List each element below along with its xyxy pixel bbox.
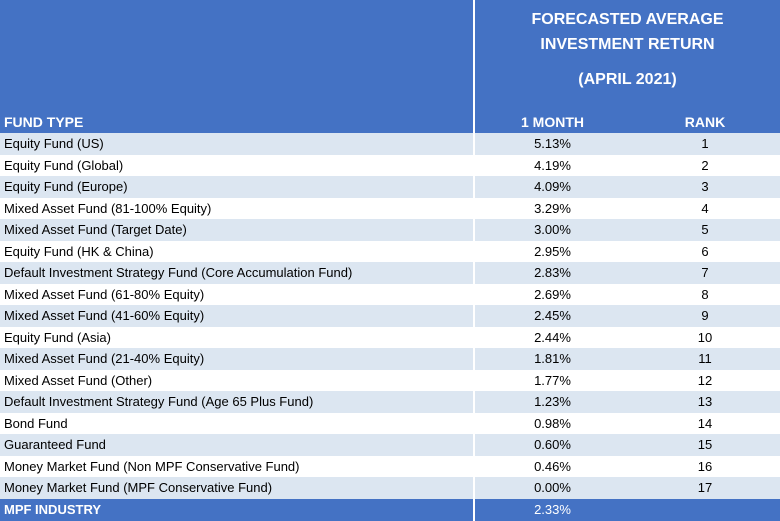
row-divider bbox=[473, 434, 475, 456]
fund-type-cell: Mixed Asset Fund (Other) bbox=[4, 372, 153, 388]
footer-return: 2.33% bbox=[534, 502, 571, 517]
rank-cell: 15 bbox=[697, 437, 713, 452]
row-divider bbox=[473, 219, 475, 241]
row-divider bbox=[473, 369, 475, 391]
rank-cell: 7 bbox=[701, 265, 709, 280]
one-month-return-cell: 0.46% bbox=[534, 458, 571, 474]
column-header-1-month: 1 MONTH bbox=[521, 114, 584, 130]
fund-type-cell: Equity Fund (HK & China) bbox=[4, 243, 154, 259]
row-divider bbox=[473, 348, 475, 370]
fund-type-cell: Bond Fund bbox=[4, 415, 68, 431]
row-divider bbox=[473, 455, 475, 477]
row-divider bbox=[473, 391, 475, 413]
rank-cell: 16 bbox=[697, 458, 713, 474]
rank-cell: 8 bbox=[701, 286, 709, 302]
table-row: Mixed Asset Fund (21-40% Equity) 1.81% 11 bbox=[0, 348, 780, 370]
table-row: Money Market Fund (MPF Conservative Fund… bbox=[0, 477, 780, 499]
table-body: Equity Fund (US) 5.13% 1 Equity Fund (Globa… bbox=[0, 133, 780, 499]
rank-cell: 9 bbox=[701, 308, 709, 323]
rank-cell: 12 bbox=[697, 372, 713, 388]
one-month-return-cell: 1.81% bbox=[534, 351, 571, 366]
fund-type-cell: Default Investment Strategy Fund (Age 65… bbox=[4, 394, 314, 409]
row-divider bbox=[473, 283, 475, 305]
fund-type-cell: Mixed Asset Fund (61-80% Equity) bbox=[4, 286, 205, 302]
one-month-return-cell: 0.98% bbox=[534, 415, 571, 431]
row-divider bbox=[473, 326, 475, 348]
one-month-return-cell: 4.09% bbox=[534, 179, 571, 194]
rank-cell: 6 bbox=[701, 243, 709, 259]
table-row: Mixed Asset Fund (Other) 1.77% 12 bbox=[0, 369, 780, 391]
one-month-return-cell: 1.77% bbox=[534, 372, 571, 388]
table-row: Money Market Fund (Non MPF Conservative … bbox=[0, 455, 780, 477]
table-row: Equity Fund (Asia) 2.44% 10 bbox=[0, 326, 780, 348]
rank-cell: 4 bbox=[701, 200, 709, 216]
row-divider bbox=[473, 412, 475, 434]
one-month-return-cell: 2.44% bbox=[534, 329, 571, 345]
table-row: Mixed Asset Fund (Target Date) 3.00% 5 bbox=[0, 219, 780, 241]
table-row: Mixed Asset Fund (81-100% Equity) 3.29% 4 bbox=[0, 197, 780, 219]
fund-type-cell: Equity Fund (US) bbox=[4, 136, 104, 151]
table-row: Mixed Asset Fund (61-80% Equity) 2.69% 8 bbox=[0, 283, 780, 305]
rank-cell: 10 bbox=[697, 329, 713, 345]
table-row: Guaranteed Fund 0.60% 15 bbox=[0, 434, 780, 456]
table-footer-row: MPF INDUSTRY 2.33% bbox=[0, 499, 780, 521]
row-divider bbox=[473, 176, 475, 198]
table-row: Equity Fund (Global) 4.19% 2 bbox=[0, 154, 780, 176]
one-month-return-cell: 1.23% bbox=[534, 394, 571, 409]
column-header-fund-type: FUND TYPE bbox=[4, 114, 84, 130]
fund-type-cell: Mixed Asset Fund (81-100% Equity) bbox=[4, 200, 212, 216]
header-divider bbox=[473, 0, 475, 133]
one-month-return-cell: 0.00% bbox=[534, 480, 571, 495]
header-title-line-2: INVESTMENT RETURN bbox=[540, 36, 715, 53]
table-row: Mixed Asset Fund (41-60% Equity) 2.45% 9 bbox=[0, 305, 780, 327]
rank-cell: 17 bbox=[697, 480, 713, 495]
header-title-line-3: (APRIL 2021) bbox=[578, 71, 677, 88]
fund-type-cell: Mixed Asset Fund (Target Date) bbox=[4, 222, 187, 237]
table-row: Equity Fund (US) 5.13% 1 bbox=[0, 133, 780, 155]
table-row: Bond Fund 0.98% 14 bbox=[0, 412, 780, 434]
header-title-line-1: FORECASTED AVERAGE bbox=[531, 11, 724, 28]
fund-type-cell: Mixed Asset Fund (41-60% Equity) bbox=[4, 308, 205, 323]
row-divider bbox=[473, 197, 475, 219]
rank-cell: 13 bbox=[697, 394, 713, 409]
fund-type-cell: Guaranteed Fund bbox=[4, 437, 106, 452]
one-month-return-cell: 2.83% bbox=[534, 265, 571, 280]
fund-type-cell: Default Investment Strategy Fund (Core A… bbox=[4, 265, 353, 280]
table-row: Equity Fund (Europe) 4.09% 3 bbox=[0, 176, 780, 198]
fund-type-cell: Equity Fund (Asia) bbox=[4, 329, 111, 345]
fund-type-cell: Money Market Fund (MPF Conservative Fund… bbox=[4, 480, 273, 495]
row-divider bbox=[473, 133, 475, 155]
row-divider bbox=[473, 262, 475, 284]
rank-cell: 2 bbox=[701, 157, 709, 173]
fund-type-cell: Money Market Fund (Non MPF Conservative … bbox=[4, 458, 300, 474]
footer-divider bbox=[473, 499, 475, 521]
row-divider bbox=[473, 154, 475, 176]
table-row: Equity Fund (HK & China) 2.95% 6 bbox=[0, 240, 780, 262]
one-month-return-cell: 3.29% bbox=[534, 200, 571, 216]
footer-label: MPF INDUSTRY bbox=[4, 502, 102, 517]
fund-type-cell: Equity Fund (Europe) bbox=[4, 179, 128, 194]
one-month-return-cell: 5.13% bbox=[534, 136, 571, 151]
row-divider bbox=[473, 305, 475, 327]
one-month-return-cell: 4.19% bbox=[534, 157, 571, 173]
rank-cell: 14 bbox=[697, 415, 713, 431]
fund-type-cell: Equity Fund (Global) bbox=[4, 157, 124, 173]
one-month-return-cell: 2.95% bbox=[534, 243, 571, 259]
row-divider bbox=[473, 240, 475, 262]
one-month-return-cell: 3.00% bbox=[534, 222, 571, 237]
row-divider bbox=[473, 477, 475, 499]
rank-cell: 1 bbox=[701, 136, 709, 151]
fund-type-cell: Mixed Asset Fund (21-40% Equity) bbox=[4, 351, 205, 366]
one-month-return-cell: 2.45% bbox=[534, 308, 571, 323]
one-month-return-cell: 2.69% bbox=[534, 286, 571, 302]
table-row: Default Investment Strategy Fund (Core A… bbox=[0, 262, 780, 284]
table-header: FORECASTED AVERAGE INVESTMENT RETURN (AP… bbox=[0, 0, 780, 133]
column-header-rank: RANK bbox=[684, 114, 726, 130]
rank-cell: 3 bbox=[701, 179, 709, 194]
table-row: Default Investment Strategy Fund (Age 65… bbox=[0, 391, 780, 413]
one-month-return-cell: 0.60% bbox=[534, 437, 571, 452]
rank-cell: 11 bbox=[698, 351, 712, 366]
rank-cell: 5 bbox=[701, 222, 709, 237]
